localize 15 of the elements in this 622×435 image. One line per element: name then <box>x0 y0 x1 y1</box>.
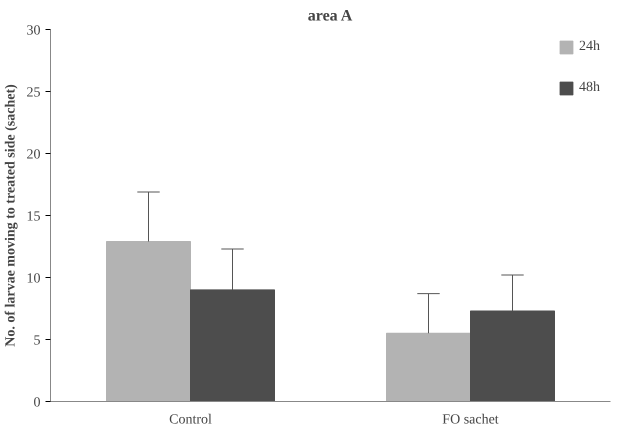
y-tick-label: 5 <box>34 334 40 348</box>
y-tick-label: 10 <box>26 272 40 286</box>
y-tick-label: 15 <box>26 210 40 224</box>
y-tick-label: 25 <box>26 86 40 100</box>
legend-label: 48h <box>579 80 600 96</box>
x-tick-label: FO sachet <box>442 412 499 428</box>
bar <box>386 332 471 402</box>
y-tick-label: 30 <box>26 24 40 38</box>
x-tick-label: Control <box>169 412 212 428</box>
bar <box>106 241 191 402</box>
y-tick-label: 20 <box>26 148 40 162</box>
chart-title: area A <box>308 8 353 24</box>
legend-label: 24h <box>579 39 600 55</box>
y-axis-title: No. of larvae moving to treated side (sachet) <box>4 84 18 347</box>
y-tick-label: 0 <box>34 396 40 410</box>
